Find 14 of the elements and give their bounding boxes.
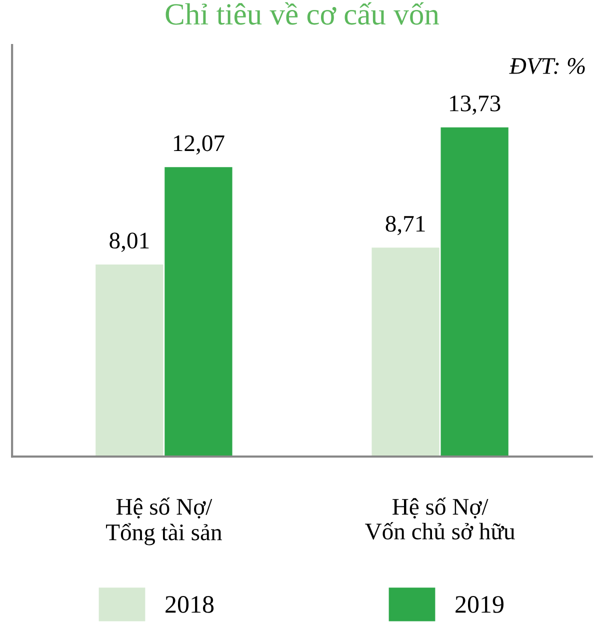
bar: [96, 264, 164, 457]
bar: [164, 167, 232, 457]
data-label: 8,01: [110, 232, 149, 252]
data-label: 13,73: [450, 96, 500, 115]
x-tick-label: Hệ số Nợ/ Tổng tài sản: [106, 497, 222, 546]
bar: [440, 127, 508, 457]
legend-label: 2018: [166, 596, 214, 613]
chart-title: Chỉ tiêu về cơ cấu vốn: [166, 2, 440, 25]
legend-label: 2019: [456, 596, 504, 613]
data-label: 8,71: [386, 216, 425, 236]
text: ĐVT: %: [509, 58, 585, 74]
data-label: 12,07: [174, 135, 224, 155]
x-tick-label: Hệ số Nợ/ Vốn chủ sở hữu: [365, 497, 515, 540]
bar: [372, 248, 440, 457]
